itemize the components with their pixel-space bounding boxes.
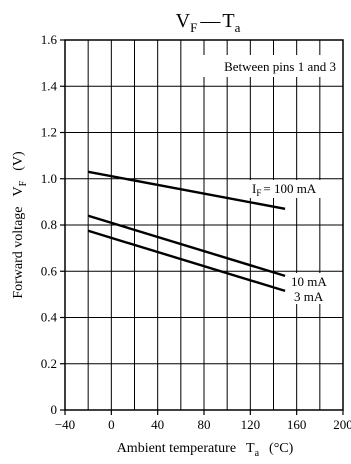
series-label-background	[288, 273, 336, 289]
y-tick-label: 0.8	[41, 217, 57, 232]
x-tick-label: 120	[241, 417, 261, 432]
series-line	[87, 229, 286, 293]
y-tick-label: 0	[51, 402, 58, 417]
y-tick-label: 1.0	[41, 171, 57, 186]
x-tick-label: 0	[108, 417, 115, 432]
note-background	[188, 55, 340, 77]
x-tick-label: −40	[55, 417, 75, 432]
series-label-background	[248, 180, 336, 198]
note-text: Between pins 1 and 3	[224, 59, 336, 74]
y-tick-label: 0.6	[41, 263, 58, 278]
y-tick-label: 0.4	[41, 310, 58, 325]
series-label: 10 mA	[291, 274, 327, 289]
y-tick-label: 1.2	[41, 125, 57, 140]
series-lines	[87, 170, 286, 293]
y-tick-label: 1.6	[41, 32, 58, 47]
y-tick-label: 1.4	[41, 78, 58, 93]
series-line	[87, 214, 286, 278]
y-axis-label: Forward voltageVF(V)	[11, 151, 29, 299]
series-label-background	[291, 289, 331, 304]
series-label: IF = 100 mA	[252, 181, 317, 198]
y-tick-label: 0.2	[41, 356, 57, 371]
x-tick-label: 160	[287, 417, 307, 432]
grid	[65, 40, 343, 410]
x-tick-label: 40	[151, 417, 164, 432]
series-labels: IF = 100 mA 10 mA3 mA	[248, 180, 336, 304]
chart-title: VF — Ta	[176, 10, 241, 35]
axis-ticks: −40 0 40 80 120 160 20000.20.40.60.81.01.21.41…	[41, 32, 351, 432]
x-axis-label: Ambient temperature Ta (°C)	[117, 441, 294, 459]
series-label: 3 mA	[294, 289, 324, 304]
x-tick-label: 200	[333, 417, 351, 432]
series-line	[87, 170, 286, 210]
x-tick-label: 80	[198, 417, 211, 432]
